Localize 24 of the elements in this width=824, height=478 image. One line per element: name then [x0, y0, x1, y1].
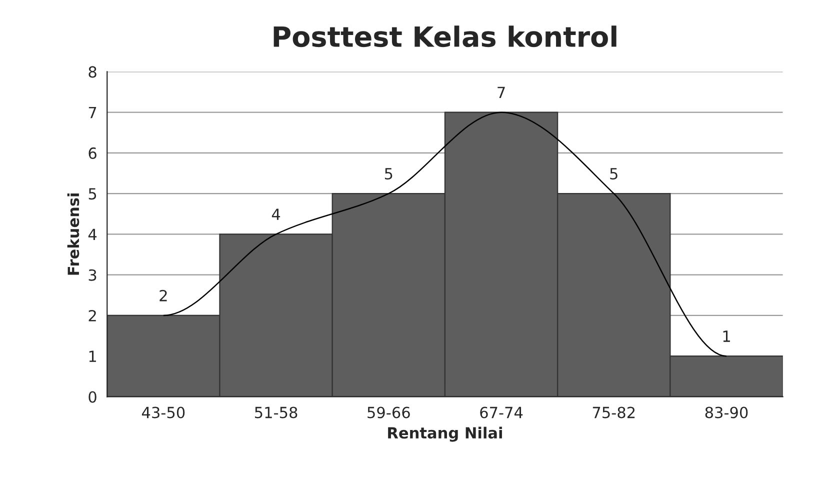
y-tick-label: 8	[88, 66, 96, 78]
y-tick-label: 2	[88, 310, 96, 322]
data-label: 5	[384, 168, 392, 180]
x-tick-label: 51-58	[255, 406, 298, 418]
data-label: 1	[723, 330, 730, 342]
chart-title: Posttest Kelas kontrol	[274, 26, 616, 48]
y-tick-label: 0	[88, 391, 96, 403]
data-label: 4	[272, 208, 280, 220]
x-tick-label: 83-90	[705, 406, 748, 418]
y-tick-label: 5	[88, 188, 96, 200]
y-tick-label: 3	[88, 269, 96, 281]
y-axis-title: Frekuensi	[67, 194, 80, 275]
x-tick-label: 75-82	[592, 406, 635, 418]
y-tick-label: 4	[88, 228, 97, 240]
x-tick-label: 43-50	[142, 406, 185, 418]
y-tick-label: 1	[89, 350, 96, 362]
y-tick-label: 6	[88, 147, 96, 159]
data-label: 5	[610, 168, 618, 180]
y-tick-label: 7	[88, 106, 96, 118]
data-label: 7	[498, 86, 505, 98]
x-tick-label: 59-66	[368, 406, 410, 418]
x-axis-title: Rentang Nilai	[388, 426, 502, 442]
data-label: 2	[160, 290, 167, 302]
x-tick-label: 67-74	[480, 406, 523, 418]
